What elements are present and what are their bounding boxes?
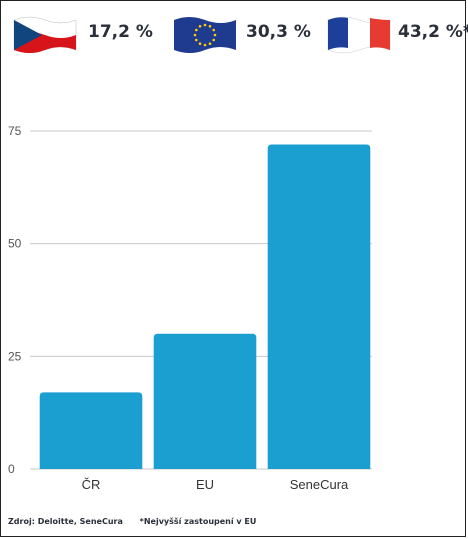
bar-0 <box>39 392 143 469</box>
eu-star <box>203 23 207 27</box>
x-category-label: ČR <box>82 477 101 492</box>
eu-star <box>193 33 197 37</box>
x-category-label: EU <box>196 477 214 492</box>
czech-flag-icon <box>13 16 77 54</box>
eu-star <box>195 28 198 32</box>
eu-star <box>198 42 202 45</box>
bars <box>39 144 371 469</box>
eu-star <box>212 38 215 42</box>
eu-star <box>198 25 202 28</box>
eu-flag-icon <box>174 17 236 53</box>
eu-star <box>208 25 212 28</box>
french-flag-icon <box>327 16 391 54</box>
y-tick-label: 50 <box>8 237 22 251</box>
eu-star <box>208 42 212 45</box>
footnote: *Nejvyšší zastoupení v EU <box>139 517 257 526</box>
bar-2 <box>267 144 371 469</box>
czech-percentage: 17,2 % <box>88 22 153 42</box>
y-tick-label: 25 <box>8 349 22 363</box>
eu-star <box>195 38 198 42</box>
x-category-label: SeneCura <box>290 477 349 492</box>
chart-footer: Zdroj: Deloitte, SeneCura *Nejvyšší zast… <box>8 517 256 526</box>
eu-star <box>212 28 215 32</box>
x-axis-labels: ČR EU SeneCura <box>82 477 349 492</box>
flag-row: 17,2 % 30,3 % 43,2 %* <box>0 12 468 56</box>
y-tick-label: 0 <box>8 462 15 476</box>
bar-1 <box>153 333 257 469</box>
y-axis-ticks: 0 25 50 75 <box>8 124 22 476</box>
eu-percentage: 30,3 % <box>246 22 311 42</box>
y-tick-label: 75 <box>8 124 22 138</box>
france-percentage: 43,2 %* <box>398 22 468 42</box>
bar-chart: 0 25 50 75 ČR EU SeneCura <box>8 124 372 492</box>
source-note: Zdroj: Deloitte, SeneCura <box>8 517 123 526</box>
eu-star <box>203 43 207 47</box>
eu-star <box>213 33 217 37</box>
